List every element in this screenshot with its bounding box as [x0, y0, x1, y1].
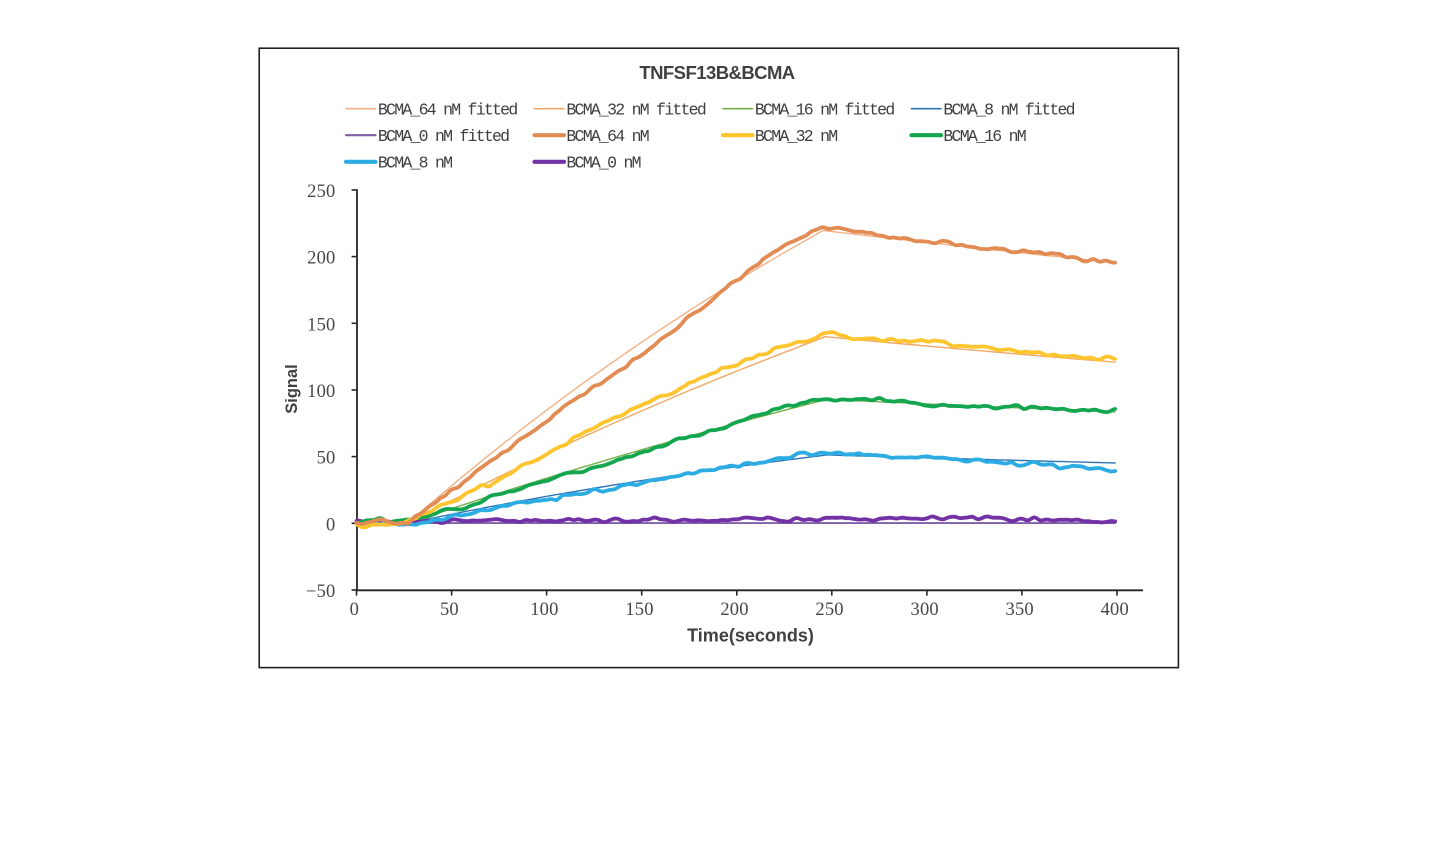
- svg-text:BCMA_32 nM: BCMA_32 nM: [755, 127, 837, 146]
- svg-text:BCMA_8 nM: BCMA_8 nM: [378, 153, 452, 172]
- svg-text:350: 350: [1006, 600, 1034, 620]
- svg-text:TNFSF13B&BCMA: TNFSF13B&BCMA: [639, 62, 794, 83]
- svg-text:0: 0: [326, 515, 335, 535]
- svg-text:0: 0: [350, 600, 359, 620]
- svg-text:150: 150: [625, 600, 653, 620]
- svg-text:−50: −50: [306, 582, 336, 602]
- svg-text:100: 100: [530, 600, 558, 620]
- svg-text:BCMA_8 nM fitted: BCMA_8 nM fitted: [943, 100, 1074, 119]
- svg-text:BCMA_64 nM fitted: BCMA_64 nM fitted: [378, 100, 517, 119]
- svg-text:Time(seconds): Time(seconds): [687, 626, 814, 646]
- svg-text:BCMA_0 nM: BCMA_0 nM: [566, 153, 640, 172]
- svg-text:BCMA_32 nM fitted: BCMA_32 nM fitted: [566, 100, 705, 119]
- svg-text:150: 150: [307, 315, 335, 335]
- svg-text:Signal: Signal: [283, 364, 301, 414]
- svg-text:300: 300: [911, 600, 939, 620]
- svg-text:200: 200: [307, 249, 335, 269]
- svg-text:250: 250: [815, 600, 843, 620]
- svg-text:BCMA_64 nM: BCMA_64 nM: [566, 127, 648, 146]
- svg-text:BCMA_16 nM fitted: BCMA_16 nM fitted: [755, 100, 894, 119]
- svg-text:100: 100: [307, 382, 335, 402]
- svg-text:BCMA_0 nM fitted: BCMA_0 nM fitted: [378, 127, 509, 146]
- svg-text:50: 50: [440, 600, 459, 620]
- svg-text:250: 250: [307, 182, 335, 202]
- svg-text:400: 400: [1101, 600, 1129, 620]
- svg-text:BCMA_16 nM: BCMA_16 nM: [943, 127, 1025, 146]
- svg-text:200: 200: [720, 600, 748, 620]
- svg-text:50: 50: [317, 449, 336, 469]
